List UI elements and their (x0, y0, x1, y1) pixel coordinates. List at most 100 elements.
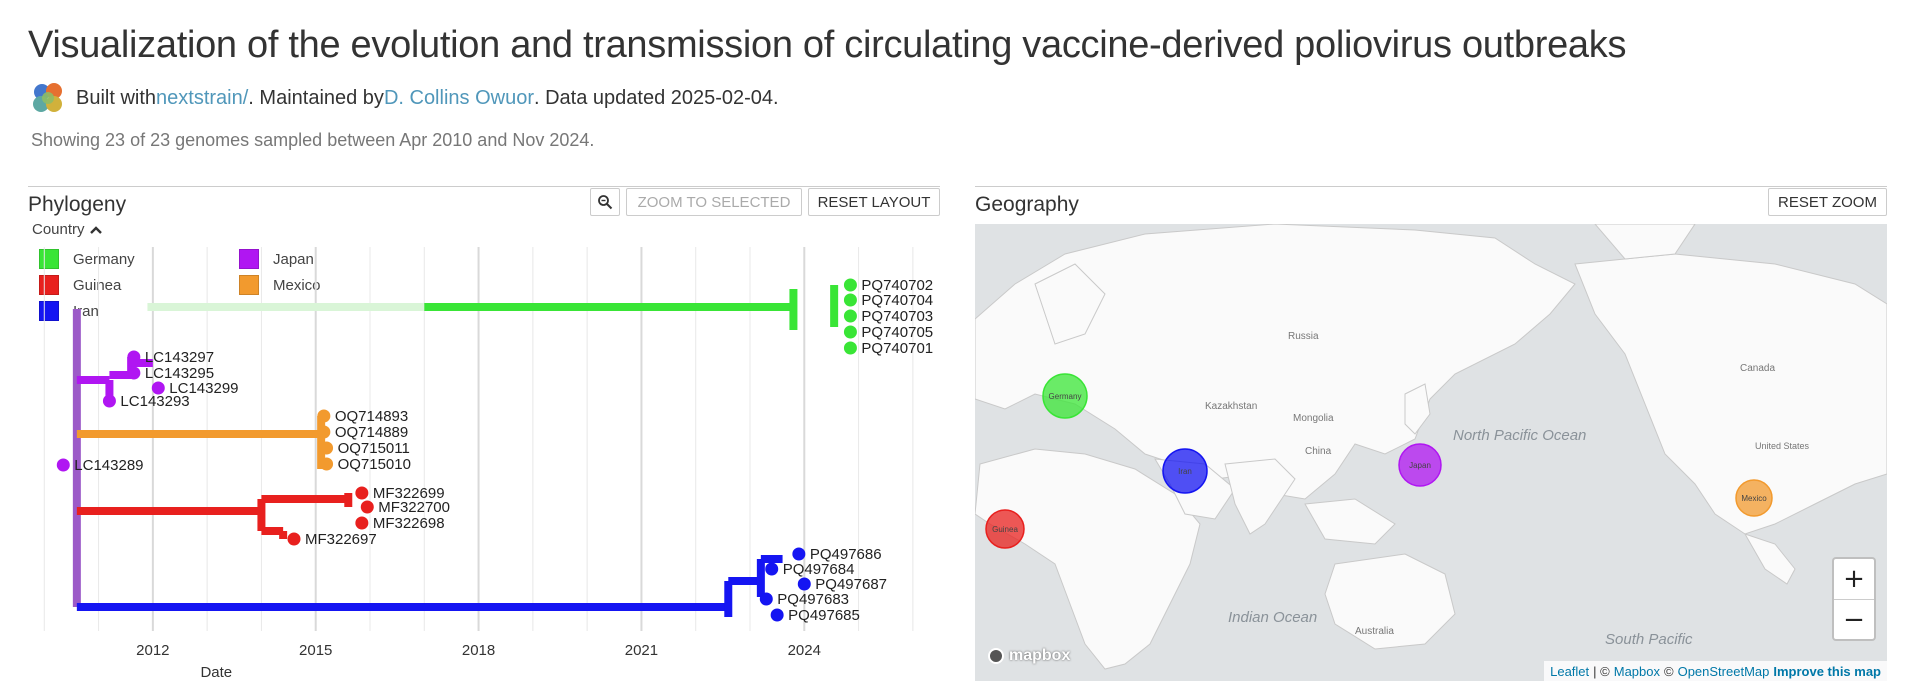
tip-point (287, 532, 301, 546)
tip-label: LC143289 (74, 457, 143, 474)
tip-point (843, 309, 857, 323)
improve-map-link[interactable]: Improve this map (1773, 663, 1881, 679)
central-america-land (1743, 533, 1796, 585)
map-label-canada: Canada (1740, 363, 1775, 374)
genome-summary: Showing 23 of 23 genomes sampled between… (31, 130, 595, 150)
map-label-mongolia: Mongolia (1293, 413, 1334, 424)
mapbox-logo[interactable]: mapbox (987, 647, 1070, 665)
geography-title: Geography (975, 193, 1079, 216)
geo-circles: Germany Iran Japan Mexico Guinea (985, 373, 1773, 549)
attribution-copy: © (1663, 663, 1674, 679)
tip-label: PQ740702 (861, 277, 933, 294)
tip-point (797, 577, 811, 591)
geo-circle-guinea[interactable] (985, 509, 1025, 549)
legend-label: Mexico (273, 276, 321, 294)
mapbox-link[interactable]: Mapbox (1613, 663, 1660, 679)
x-tick-label: 2018 (462, 642, 495, 659)
tip-label: PQ740704 (861, 292, 933, 309)
tip-label: PQ497687 (815, 576, 887, 593)
map-label-kazakhstan: Kazakhstan (1205, 401, 1257, 412)
tip-point (360, 500, 374, 514)
tip-point (151, 381, 165, 395)
legend-swatch (239, 275, 259, 295)
geo-circle-mexico[interactable] (1735, 479, 1773, 517)
page-title: Visualization of the evolution and trans… (28, 24, 1627, 66)
tip-label: PQ740701 (861, 340, 933, 357)
world-map[interactable]: Germany Iran Japan Mexico Guinea Russia Cana… (975, 224, 1887, 681)
phylogeny-title: Phylogeny (28, 193, 127, 216)
phylogeny-panel: Phylogeny ZOOM TO SELECTED RESET LAYOUT … (28, 186, 940, 686)
tip-label: LC143297 (145, 349, 214, 366)
x-axis-label: Date (200, 664, 232, 681)
tip-point (317, 409, 331, 423)
tip-point (843, 341, 857, 355)
x-tick-label: 2024 (788, 642, 821, 659)
legend-item-mexico[interactable]: Mexico (239, 275, 321, 295)
tip-point (127, 350, 141, 364)
reset-zoom-button[interactable]: RESET ZOOM (1768, 188, 1887, 216)
legend-item-japan[interactable]: Japan (239, 249, 314, 269)
geo-circle-label: Mexico (1741, 494, 1767, 503)
zoom-in-button[interactable]: + (1843, 564, 1865, 594)
japan-land (1404, 383, 1431, 435)
legend-label: Japan (273, 250, 314, 268)
chevron-up-icon (89, 225, 102, 234)
australia-land (1324, 553, 1456, 650)
tip-point (355, 516, 369, 530)
mapbox-icon (988, 648, 1004, 664)
osm-link[interactable]: OpenStreetMap (1677, 663, 1770, 679)
map-label-australia: Australia (1355, 626, 1394, 637)
scandinavia-land (1034, 263, 1106, 345)
mapbox-logo-text: mapbox (1009, 647, 1071, 664)
map-label-north-pacific: North Pacific Ocean (1453, 427, 1586, 444)
tip-point (765, 562, 779, 576)
tip-point (792, 547, 806, 561)
tip-point (102, 394, 116, 408)
map-label-russia: Russia (1288, 331, 1319, 342)
geo-circle-iran[interactable] (1162, 448, 1208, 494)
map-zoom-control: + − (1832, 557, 1876, 641)
reset-layout-button[interactable]: RESET LAYOUT (808, 188, 940, 216)
x-tick-label: 2012 (136, 642, 169, 659)
map-label-indian-ocean: Indian Ocean (1228, 609, 1317, 626)
tip-point (320, 457, 334, 471)
maintainer-link[interactable]: D. Collins Owuor (383, 86, 534, 109)
zoom-out-button[interactable]: − (1834, 599, 1874, 639)
tip-point (770, 608, 784, 622)
leaflet-link[interactable]: Leaflet (1550, 663, 1590, 679)
tip-label: OQ714893 (335, 408, 408, 425)
x-tick-label: 2021 (625, 642, 658, 659)
tip-label: PQ497686 (810, 546, 882, 563)
tip-label: LC143299 (169, 380, 238, 397)
zoom-icon[interactable] (590, 188, 620, 216)
tip-label: PQ740703 (861, 308, 933, 325)
tip-label: PQ497684 (783, 561, 855, 578)
maintained-by-text: . Maintained by (248, 86, 384, 109)
tip-point (127, 366, 141, 380)
tip-point (320, 441, 334, 455)
tip-label: OQ715011 (338, 440, 410, 457)
built-with-text: Built with (76, 86, 157, 109)
map-attribution: Leaflet | © Mapbox © OpenStreetMap Impro… (1544, 661, 1887, 681)
tip-label: OQ714889 (335, 424, 408, 441)
map-canvas: Germany Iran Japan Mexico Guinea Russia Cana… (975, 224, 1887, 681)
geo-circle-germany[interactable] (1042, 373, 1088, 419)
tip-point (843, 325, 857, 339)
tip-label: PQ497685 (788, 607, 860, 624)
tip-label: OQ715010 (338, 456, 411, 473)
zoom-to-selected-button[interactable]: ZOOM TO SELECTED (626, 188, 802, 216)
nextstrain-logo-icon (33, 83, 62, 112)
tip-point (843, 293, 857, 307)
tip-point (759, 592, 773, 606)
geo-circle-japan[interactable] (1398, 443, 1442, 487)
legend-title: Country (32, 221, 85, 238)
legend-label: Guinea (73, 276, 122, 294)
legend-toggle[interactable]: Country (32, 221, 103, 238)
tip-label: MF322699 (373, 485, 445, 502)
tip-label: PQ740705 (861, 324, 933, 341)
se-asia-land (1304, 498, 1396, 545)
legend-swatch (239, 249, 259, 269)
nextstrain-link[interactable]: nextstrain/ (156, 86, 249, 109)
tip-label: PQ497683 (777, 591, 849, 608)
geo-circle-label: Japan (1409, 461, 1431, 470)
